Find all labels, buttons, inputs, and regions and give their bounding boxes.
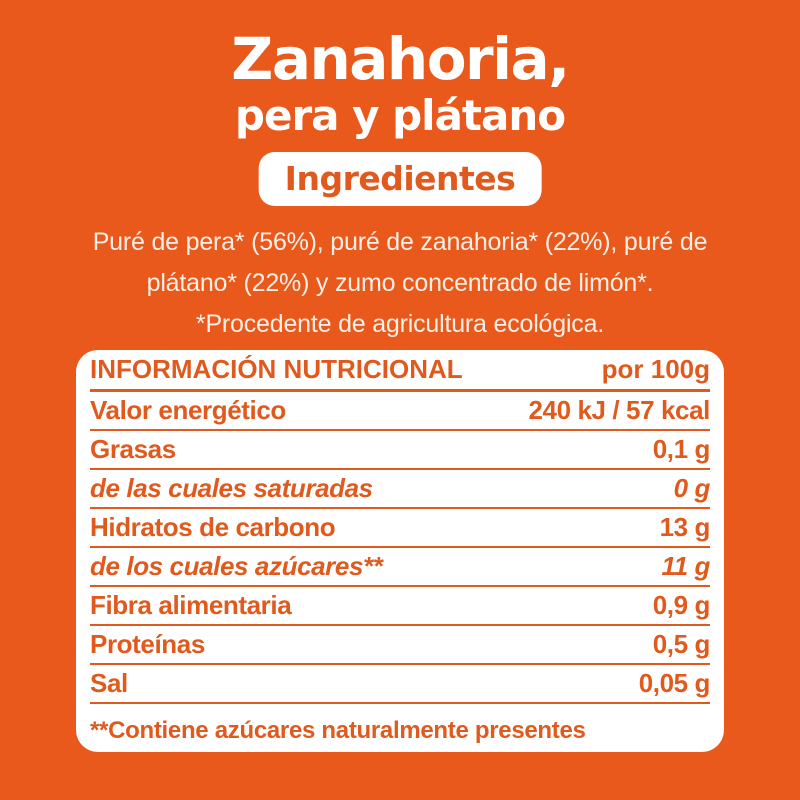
product-title-line2: pera y plátano bbox=[234, 91, 566, 140]
nutrient-value: 240 kJ / 57 kcal bbox=[528, 395, 710, 425]
nutrient-value: 0,1 g bbox=[652, 434, 711, 464]
nutrient-value: 11 g bbox=[661, 551, 711, 581]
table-footnote: **Contiene azúcares naturalmente present… bbox=[90, 717, 586, 744]
table-row: Hidratos de carbono 13 g bbox=[90, 509, 710, 548]
nutrient-value: 0,05 g bbox=[638, 668, 711, 698]
table-row: Sal 0,05 g bbox=[90, 665, 710, 704]
nutrient-label: Valor energético bbox=[90, 395, 286, 425]
nutrition-table-card: INFORMACIÓN NUTRICIONAL por 100g Valor e… bbox=[76, 350, 724, 752]
table-title: INFORMACIÓN NUTRICIONAL bbox=[90, 354, 463, 384]
nutrient-label: Fibra alimentaria bbox=[90, 590, 292, 620]
nutrient-label: Grasas bbox=[90, 434, 176, 464]
ingredients-paragraph: Puré de pera* (56%), puré de zanahoria* … bbox=[50, 222, 750, 345]
nutrient-value: 0 g bbox=[673, 473, 711, 503]
nutrient-label: de los cuales azúcares** bbox=[90, 551, 383, 581]
nutrient-value: 0,9 g bbox=[652, 590, 711, 620]
nutrient-label: de las cuales saturadas bbox=[90, 473, 373, 503]
table-row: Proteínas 0,5 g bbox=[90, 626, 710, 665]
nutrient-value: 0,5 g bbox=[652, 629, 711, 659]
ingredients-badge: Ingredientes bbox=[258, 152, 542, 206]
table-row: de los cuales azúcares** 11 g bbox=[90, 548, 710, 587]
ingredients-line: Puré de pera* (56%), puré de zanahoria* … bbox=[92, 228, 708, 256]
table-row: Valor energético 240 kJ / 57 kcal bbox=[90, 392, 710, 431]
ingredients-line: *Procedente de agricultura ecológica. bbox=[195, 310, 605, 338]
nutrient-label: Hidratos de carbono bbox=[90, 512, 336, 542]
table-unit-header: por 100g bbox=[601, 354, 710, 384]
nutrient-label: Sal bbox=[90, 668, 128, 698]
table-row: de las cuales saturadas 0 g bbox=[90, 470, 710, 509]
nutrient-label: Proteínas bbox=[90, 629, 205, 659]
table-row: Grasas 0,1 g bbox=[90, 431, 710, 470]
nutrient-value: 13 g bbox=[659, 512, 711, 542]
table-header-row: INFORMACIÓN NUTRICIONAL por 100g bbox=[90, 350, 710, 392]
product-title-line1: Zanahoria, bbox=[231, 25, 570, 93]
table-row: Fibra alimentaria 0,9 g bbox=[90, 587, 710, 626]
ingredients-line: plátano* (22%) y zumo concentrado de lim… bbox=[146, 269, 654, 297]
